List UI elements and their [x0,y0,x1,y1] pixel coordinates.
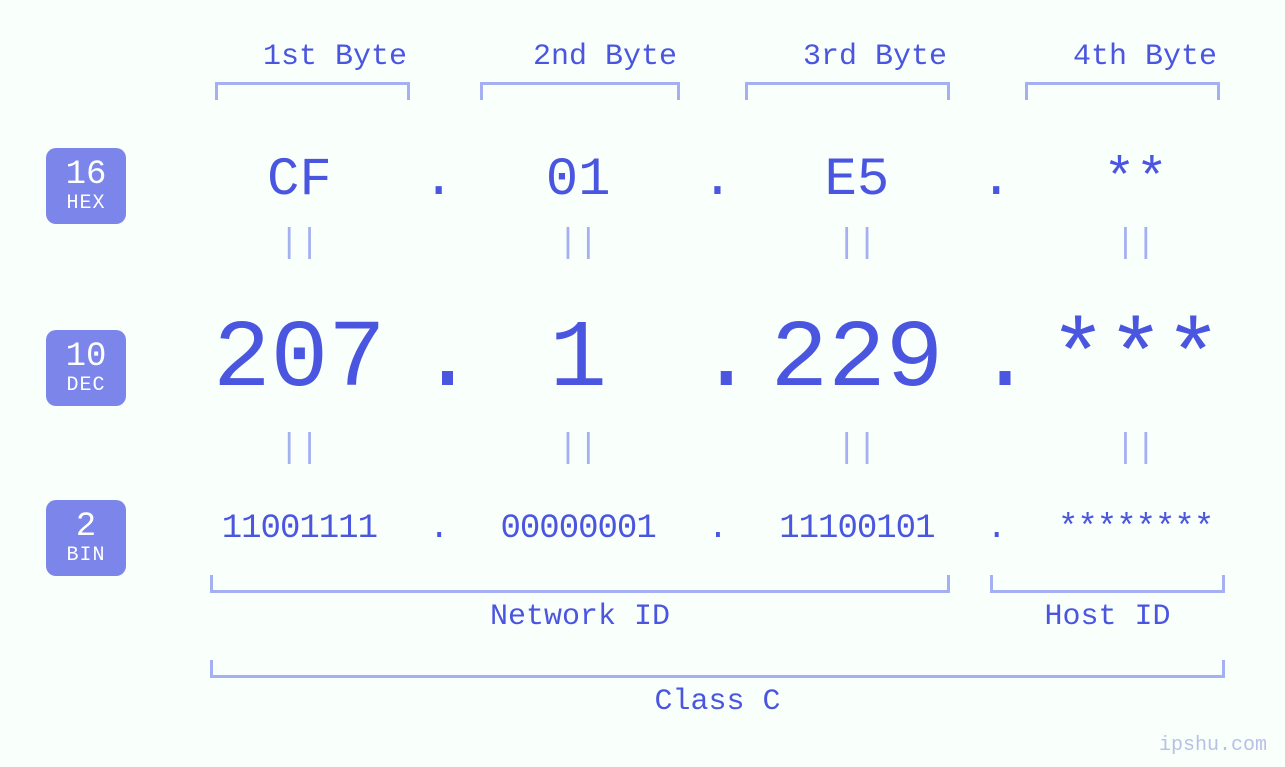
badge-base: 2 [76,510,96,546]
separator: . [698,305,738,414]
bin-byte-2: 00000001 [459,510,698,548]
bracket-class [210,660,1225,678]
radix-badge-hex: 16 HEX [46,148,126,224]
dec-byte-1: 207 [180,305,419,414]
label-class: Class C [210,685,1225,719]
bin-row: 11001111 . 00000001 . 11100101 . *******… [180,510,1255,548]
label-host-id: Host ID [990,600,1225,634]
bracket-byte-4 [1025,82,1220,100]
separator: . [698,510,738,548]
equals-glyph: || [180,430,419,468]
equals-glyph: || [459,430,698,468]
dec-row: 207 . 1 . 229 . *** [180,305,1255,414]
separator: . [419,510,459,548]
bracket-byte-3 [745,82,950,100]
byte-header-4: 4th Byte [1020,40,1270,74]
radix-badge-bin: 2 BIN [46,500,126,576]
watermark: ipshu.com [1159,734,1267,757]
separator: . [976,150,1016,211]
equals-glyph: || [459,225,698,263]
bracket-byte-2 [480,82,680,100]
hex-byte-3: E5 [738,150,977,211]
equals-glyph: || [1016,225,1255,263]
bin-byte-4: ******** [1016,510,1255,548]
hex-byte-1: CF [180,150,419,211]
hex-row: CF . 01 . E5 . ** [180,150,1255,211]
dec-byte-2: 1 [459,305,698,414]
byte-header-3: 3rd Byte [750,40,1000,74]
bin-byte-3: 11100101 [738,510,977,548]
equals-glyph: || [738,430,977,468]
hex-byte-2: 01 [459,150,698,211]
equals-row-2: ||. ||. ||. || [180,430,1255,468]
label-network-id: Network ID [210,600,950,634]
byte-header-1: 1st Byte [210,40,460,74]
bin-byte-1: 11001111 [180,510,419,548]
badge-label: HEX [66,193,105,214]
badge-base: 10 [66,340,107,376]
badge-label: DEC [66,375,105,396]
separator: . [976,510,1016,548]
dec-byte-4: *** [1016,305,1255,414]
radix-badge-dec: 10 DEC [46,330,126,406]
bracket-byte-1 [215,82,410,100]
separator: . [976,305,1016,414]
badge-base: 16 [66,158,107,194]
dec-byte-3: 229 [738,305,977,414]
hex-byte-4: ** [1016,150,1255,211]
badge-label: BIN [66,545,105,566]
bracket-host-id [990,575,1225,593]
separator: . [419,150,459,211]
equals-glyph: || [1016,430,1255,468]
separator: . [698,150,738,211]
equals-glyph: || [180,225,419,263]
separator: . [419,305,459,414]
equals-glyph: || [738,225,977,263]
equals-row-1: ||. ||. ||. || [180,225,1255,263]
byte-header-2: 2nd Byte [480,40,730,74]
ip-address-diagram: 1st Byte 2nd Byte 3rd Byte 4th Byte 16 H… [0,0,1285,767]
bracket-network-id [210,575,950,593]
